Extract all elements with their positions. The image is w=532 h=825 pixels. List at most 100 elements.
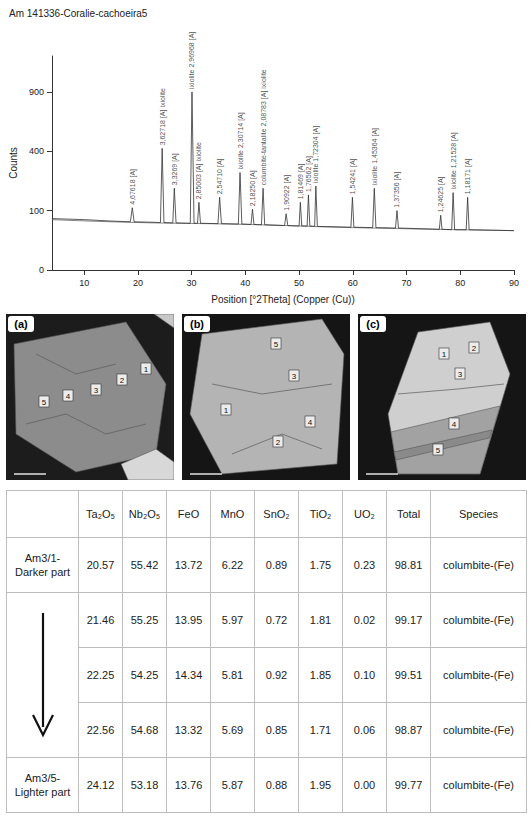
svg-text:4: 4 (452, 420, 457, 429)
html-text:Nb₂O₅: Nb₂O₅ (128, 508, 161, 520)
svg-text:Position [°2Theta] (Copper (Cu: Position [°2Theta] (Copper (Cu)) (211, 294, 355, 305)
html-text:SnO₂: SnO₂ (263, 508, 290, 520)
svg-text:2,85003 [A] ixiolite: 2,85003 [A] ixiolite (195, 142, 203, 199)
html-text:Am3/5-Lighter part: Am3/5-Lighter part (14, 772, 71, 798)
svg-text:1,37356 [A]: 1,37356 [A] (393, 172, 401, 208)
html-text:13.72: 13.72 (174, 559, 203, 571)
svg-text:1: 1 (442, 350, 447, 359)
svg-text:ixiolite 1,72304 [A]: ixiolite 1,72304 [A] (312, 126, 320, 183)
svg-text:1: 1 (144, 365, 149, 374)
html-text:0.23: 0.23 (353, 559, 376, 571)
svg-text:ixiolite 1,45364 [A]: ixiolite 1,45364 [A] (371, 128, 379, 185)
svg-text:1,18171 [A]: 1,18171 [A] (464, 158, 472, 194)
svg-text:20: 20 (133, 278, 143, 288)
svg-text:90: 90 (509, 278, 519, 288)
html-text:UO₂: UO₂ (354, 508, 375, 520)
html-text:0.06: 0.06 (353, 724, 376, 736)
svg-text:ixiolite 1,21528 [A]: ixiolite 1,21528 [A] (450, 132, 458, 189)
html-text:MnO: MnO (220, 508, 245, 520)
svg-text:3: 3 (458, 370, 463, 379)
svg-text:2,18250 [A]: 2,18250 [A] (249, 170, 257, 206)
html-text:55.42: 55.42 (130, 559, 159, 571)
svg-text:30: 30 (187, 278, 197, 288)
svg-text:2: 2 (472, 344, 477, 353)
html-text:5.97: 5.97 (221, 614, 244, 626)
svg-text:(c): (c) (366, 318, 380, 330)
html-text:21.46: 21.46 (86, 614, 115, 626)
svg-text:40: 40 (240, 278, 250, 288)
svg-text:400: 400 (29, 146, 44, 156)
svg-text:3: 3 (94, 386, 99, 395)
svg-text:2: 2 (120, 376, 125, 385)
html-text:0.72: 0.72 (265, 614, 288, 626)
svg-text:ixiolite 2,96968 [A]: ixiolite 2,96968 [A] (188, 32, 196, 89)
html-text:Total: Total (396, 508, 421, 520)
svg-text:4: 4 (66, 392, 71, 401)
html-text:5.81: 5.81 (221, 669, 244, 681)
svg-text:(b): (b) (190, 318, 204, 330)
html-text:55.25: 55.25 (130, 614, 159, 626)
svg-text:60: 60 (348, 278, 358, 288)
svg-text:ixiolite 2,30714 [A]: ixiolite 2,30714 [A] (237, 112, 245, 169)
html-text:Species: Species (458, 508, 499, 520)
svg-text:1,24625 [A]: 1,24625 [A] (437, 176, 445, 212)
svg-text:1: 1 (224, 406, 229, 415)
svg-text:3: 3 (292, 372, 297, 381)
svg-text:2: 2 (276, 438, 281, 447)
html-text:1.71: 1.71 (309, 724, 332, 736)
html-text:1.75: 1.75 (309, 559, 332, 571)
html-text:1.81: 1.81 (309, 614, 332, 626)
html-text:22.25: 22.25 (86, 669, 115, 681)
svg-text:2,54710 [A]: 2,54710 [A] (216, 158, 224, 194)
html-text:columbite-(Fe): columbite-(Fe) (443, 614, 514, 626)
svg-text:5: 5 (436, 446, 441, 455)
html-text:54.68: 54.68 (130, 724, 159, 736)
svg-text:1,90922 [A]: 1,90922 [A] (283, 175, 291, 211)
svg-text:100: 100 (29, 206, 44, 216)
html-text:99.17: 99.17 (394, 614, 423, 626)
html-text:13.32: 13.32 (174, 724, 203, 736)
html-text:0.02: 0.02 (353, 614, 376, 626)
html-text:0.85: 0.85 (265, 724, 288, 736)
svg-text:Counts: Counts (8, 147, 19, 179)
html-text:0.10: 0.10 (353, 669, 376, 681)
html-text:20.57: 20.57 (86, 559, 115, 571)
svg-text:5: 5 (42, 398, 47, 407)
svg-text:0: 0 (39, 265, 44, 275)
svg-text:Am 141336-Coralie-cachoeira5: Am 141336-Coralie-cachoeira5 (9, 8, 148, 19)
html-text:0.92: 0.92 (265, 669, 288, 681)
svg-text:50: 50 (294, 278, 304, 288)
html-text:6.22: 6.22 (221, 559, 244, 571)
html-text:14.34: 14.34 (174, 669, 203, 681)
html-text:0.89: 0.89 (265, 559, 288, 571)
html-text:Am3/1-Darker part: Am3/1-Darker part (15, 552, 70, 578)
svg-text:3,62718 [A] ixiolite: 3,62718 [A] ixiolite (159, 88, 167, 145)
html-text:13.95: 13.95 (174, 614, 203, 626)
svg-text:(a): (a) (14, 318, 28, 330)
svg-text:4,67618 [A]: 4,67618 [A] (129, 169, 137, 205)
svg-text:5: 5 (274, 340, 279, 349)
html-text:22.56: 22.56 (86, 724, 115, 736)
html-text:columbite-(Fe): columbite-(Fe) (443, 669, 514, 681)
svg-text:4: 4 (308, 418, 313, 427)
html-text:98.81: 98.81 (394, 559, 423, 571)
html-text:1.85: 1.85 (309, 669, 332, 681)
svg-text:70: 70 (402, 278, 412, 288)
svg-text:10: 10 (79, 278, 89, 288)
html-text:Ta₂O₅: Ta₂O₅ (86, 508, 115, 520)
html-text:54.25: 54.25 (130, 669, 159, 681)
svg-text:columbite-tantalite 2,08783 [A: columbite-tantalite 2,08783 [A] ixiolite (260, 69, 268, 185)
html-text:columbite-(Fe): columbite-(Fe) (443, 559, 514, 571)
html-text:FeO: FeO (177, 508, 200, 520)
svg-text:3,3269 [A]: 3,3269 [A] (171, 153, 179, 185)
svg-text:1,81469 [A]: 1,81469 [A] (297, 163, 305, 199)
html-text:TiO₂: TiO₂ (309, 508, 332, 520)
html-text:98.87: 98.87 (394, 724, 423, 736)
html-text:columbite-(Fe): columbite-(Fe) (443, 724, 514, 736)
svg-text:80: 80 (455, 278, 465, 288)
svg-text:900: 900 (29, 87, 44, 97)
html-text:24.12: 24.12 (86, 779, 115, 791)
svg-text:1,54241 [A]: 1,54241 [A] (349, 158, 357, 194)
html-text:99.51: 99.51 (394, 669, 423, 681)
html-text:5.69: 5.69 (221, 724, 244, 736)
